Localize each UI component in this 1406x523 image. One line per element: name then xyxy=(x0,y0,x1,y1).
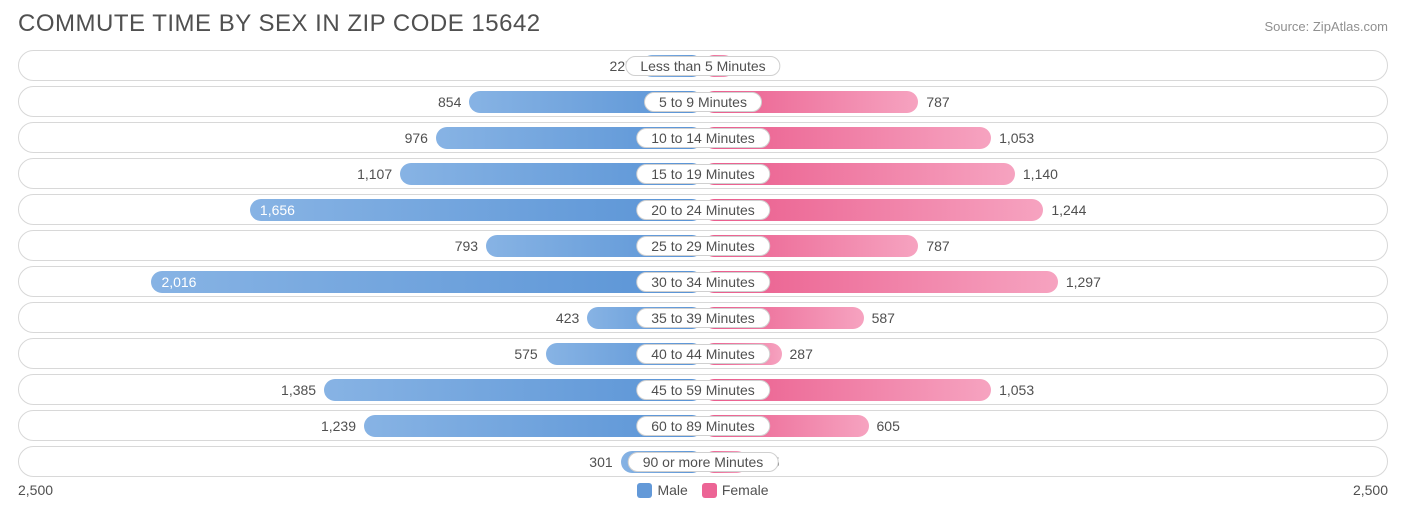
row-right-half: 117 xyxy=(703,51,1387,80)
row-right-half: 587 xyxy=(703,303,1387,332)
chart-row: 1,239 605 60 to 89 Minutes xyxy=(18,410,1388,441)
male-value-label: 1,656 xyxy=(260,202,295,218)
row-right-half: 287 xyxy=(703,339,1387,368)
female-value-label: 1,053 xyxy=(991,130,1034,146)
female-value-label: 605 xyxy=(869,418,900,434)
chart-row: 227117Less than 5 Minutes xyxy=(18,50,1388,81)
row-right-half: 787 xyxy=(703,231,1387,260)
category-label: 90 or more Minutes xyxy=(628,452,779,472)
row-right-half: 1,297 xyxy=(703,267,1387,296)
row-right-half: 1,244 xyxy=(703,195,1387,224)
female-value-label: 587 xyxy=(864,310,895,326)
row-left-half: 1,107 xyxy=(19,159,703,188)
legend-item-male: Male xyxy=(637,482,687,498)
row-right-half: 1,053 xyxy=(703,375,1387,404)
row-left-half: 793 xyxy=(19,231,703,260)
row-left-half: 1,656 xyxy=(19,195,703,224)
female-value-label: 1,297 xyxy=(1058,274,1101,290)
category-label: 40 to 44 Minutes xyxy=(636,344,770,364)
chart-header: COMMUTE TIME BY SEX IN ZIP CODE 15642 So… xyxy=(18,10,1388,38)
female-value-label: 287 xyxy=(782,346,813,362)
chart-row: 1,656 1,244 20 to 24 Minutes xyxy=(18,194,1388,225)
category-label: 30 to 34 Minutes xyxy=(636,272,770,292)
category-label: 45 to 59 Minutes xyxy=(636,380,770,400)
female-value-label: 1,053 xyxy=(991,382,1034,398)
chart-row: 301 16590 or more Minutes xyxy=(18,446,1388,477)
category-label: 5 to 9 Minutes xyxy=(644,92,762,112)
chart-row: 575 287 40 to 44 Minutes xyxy=(18,338,1388,369)
row-right-half: 605 xyxy=(703,411,1387,440)
female-value-label: 787 xyxy=(918,238,949,254)
row-left-half: 976 xyxy=(19,123,703,152)
male-value-label: 423 xyxy=(556,310,587,326)
category-label: 60 to 89 Minutes xyxy=(636,416,770,436)
row-left-half: 423 xyxy=(19,303,703,332)
legend-swatch-male xyxy=(637,483,652,498)
male-bar: 2,016 xyxy=(151,271,703,293)
category-label: Less than 5 Minutes xyxy=(625,56,780,76)
row-right-half: 1,053 xyxy=(703,123,1387,152)
legend: Male Female xyxy=(53,482,1353,498)
row-left-half: 2,016 xyxy=(19,267,703,296)
male-value-label: 793 xyxy=(455,238,486,254)
category-label: 10 to 14 Minutes xyxy=(636,128,770,148)
male-bar: 1,656 xyxy=(250,199,703,221)
female-value-label: 1,140 xyxy=(1015,166,1058,182)
axis-max-right: 2,500 xyxy=(1353,482,1388,498)
diverging-bar-chart: 227117Less than 5 Minutes 854 787 5 to 9 Mi… xyxy=(18,50,1388,477)
male-value-label: 854 xyxy=(438,94,469,110)
chart-row: 423 587 35 to 39 Minutes xyxy=(18,302,1388,333)
axis-max-left: 2,500 xyxy=(18,482,53,498)
category-label: 35 to 39 Minutes xyxy=(636,308,770,328)
category-label: 25 to 29 Minutes xyxy=(636,236,770,256)
row-right-half: 787 xyxy=(703,87,1387,116)
chart-row: 976 1,053 10 to 14 Minutes xyxy=(18,122,1388,153)
row-right-half: 165 xyxy=(703,447,1387,476)
male-value-label: 575 xyxy=(514,346,545,362)
legend-label-male: Male xyxy=(657,482,687,498)
female-value-label: 1,244 xyxy=(1043,202,1086,218)
chart-source: Source: ZipAtlas.com xyxy=(1264,19,1388,34)
legend-label-female: Female xyxy=(722,482,769,498)
category-label: 15 to 19 Minutes xyxy=(636,164,770,184)
row-left-half: 854 xyxy=(19,87,703,116)
male-value-label: 976 xyxy=(405,130,436,146)
male-value-label: 1,107 xyxy=(357,166,400,182)
chart-title: COMMUTE TIME BY SEX IN ZIP CODE 15642 xyxy=(18,10,541,38)
legend-item-female: Female xyxy=(702,482,769,498)
chart-row: 854 787 5 to 9 Minutes xyxy=(18,86,1388,117)
chart-row: 793 787 25 to 29 Minutes xyxy=(18,230,1388,261)
row-left-half: 301 xyxy=(19,447,703,476)
chart-row: 1,107 1,140 15 to 19 Minutes xyxy=(18,158,1388,189)
male-value-label: 301 xyxy=(589,454,620,470)
chart-row: 1,385 1,053 45 to 59 Minutes xyxy=(18,374,1388,405)
row-right-half: 1,140 xyxy=(703,159,1387,188)
male-value-label: 2,016 xyxy=(161,274,196,290)
male-value-label: 1,385 xyxy=(281,382,324,398)
chart-row: 2,016 1,297 30 to 34 Minutes xyxy=(18,266,1388,297)
male-value-label: 1,239 xyxy=(321,418,364,434)
row-left-half: 227 xyxy=(19,51,703,80)
legend-swatch-female xyxy=(702,483,717,498)
row-left-half: 575 xyxy=(19,339,703,368)
chart-footer: 2,500 Male Female 2,500 xyxy=(18,482,1388,498)
row-left-half: 1,239 xyxy=(19,411,703,440)
female-value-label: 787 xyxy=(918,94,949,110)
category-label: 20 to 24 Minutes xyxy=(636,200,770,220)
row-left-half: 1,385 xyxy=(19,375,703,404)
